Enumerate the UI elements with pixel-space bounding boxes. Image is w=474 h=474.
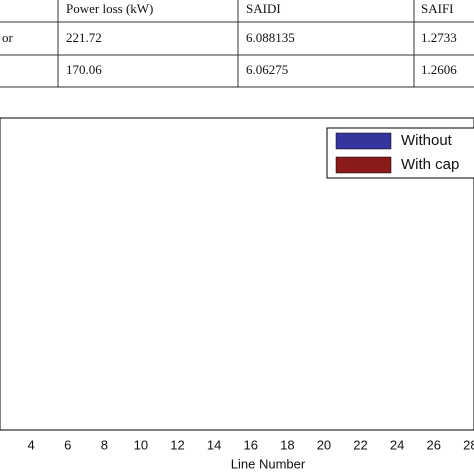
table-cell: 221.72 <box>66 30 102 45</box>
x-tick-label: 6 <box>64 437 71 452</box>
table-cell: 6.06275 <box>246 62 288 77</box>
x-tick-label: 12 <box>170 437 184 452</box>
x-tick-label: 14 <box>207 437 221 452</box>
table-cell: 6.088135 <box>246 30 295 45</box>
x-tick-label: 8 <box>101 437 108 452</box>
x-tick-label: 18 <box>280 437 294 452</box>
legend-swatch <box>335 132 392 150</box>
table-cell: or <box>2 30 14 45</box>
table: Power loss (kW) SAIDI SAIFI or 221.72 6.08813… <box>0 0 474 88</box>
x-tick-label: 16 <box>243 437 257 452</box>
x-tick-label: 24 <box>390 437 404 452</box>
legend-label: With cap <box>401 156 459 173</box>
x-tick-label: 28 <box>463 437 474 452</box>
x-axis-label: Line Number <box>231 456 306 471</box>
x-tick-label: 26 <box>427 437 441 452</box>
table-cell: 1.2606 <box>421 62 457 77</box>
x-tick-label: 22 <box>353 437 367 452</box>
x-tick-label: 10 <box>134 437 148 452</box>
legend-swatch <box>335 156 392 174</box>
x-tick-label: 4 <box>27 437 34 452</box>
table-cell: 170.06 <box>66 62 102 77</box>
table-cell: 1.2733 <box>421 30 457 45</box>
x-tick-label: 20 <box>317 437 331 452</box>
table-header: SAIFI <box>421 1 454 16</box>
legend-label: Without <box>401 132 453 149</box>
table-header: Power loss (kW) <box>66 1 153 16</box>
table-header: SAIDI <box>246 1 281 16</box>
